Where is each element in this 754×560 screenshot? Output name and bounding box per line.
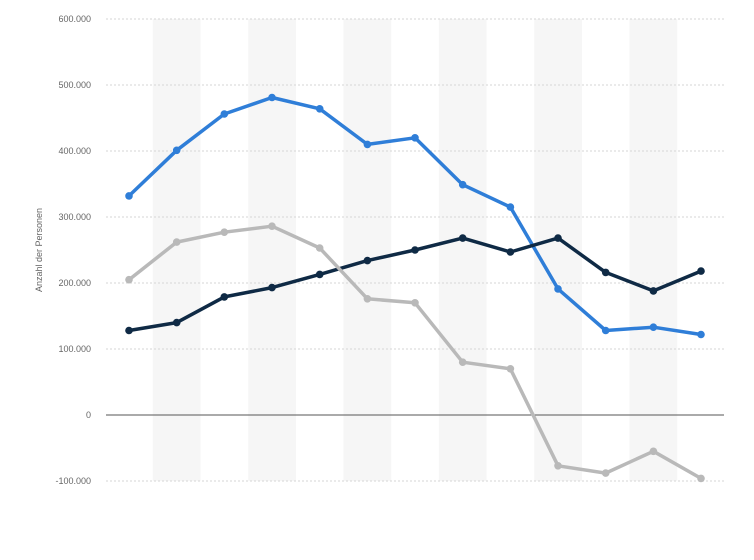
data-point[interactable] — [315, 105, 324, 113]
data-point[interactable] — [268, 222, 276, 230]
data-point[interactable] — [601, 469, 610, 477]
data-point[interactable] — [363, 256, 372, 265]
data-point[interactable] — [458, 234, 467, 242]
data-point[interactable] — [697, 330, 705, 339]
data-point[interactable] — [411, 299, 419, 307]
series-line — [127, 224, 703, 481]
background-band — [152, 19, 201, 481]
data-point[interactable] — [411, 134, 419, 142]
y-axis-title: Anzahl der Personen — [34, 208, 44, 292]
background-band — [629, 19, 678, 481]
data-point[interactable] — [172, 318, 181, 327]
y-tick-label: 200.000 — [58, 278, 91, 288]
data-point[interactable] — [125, 326, 133, 335]
data-point[interactable] — [649, 287, 658, 295]
background-band — [343, 19, 392, 481]
data-point[interactable] — [220, 110, 229, 118]
data-point[interactable] — [268, 283, 276, 292]
data-point[interactable] — [458, 180, 467, 189]
background-bands — [152, 19, 678, 481]
data-point[interactable] — [601, 268, 610, 277]
data-point[interactable] — [315, 270, 324, 279]
data-point[interactable] — [554, 462, 562, 470]
background-band — [438, 19, 487, 481]
data-point[interactable] — [315, 244, 324, 252]
data-point[interactable] — [268, 93, 276, 102]
y-tick-label: -100.000 — [55, 476, 91, 486]
data-point[interactable] — [554, 234, 562, 242]
data-point[interactable] — [411, 246, 419, 254]
series-points — [125, 93, 705, 483]
y-tick-label: 0 — [86, 410, 91, 420]
background-band — [248, 19, 296, 481]
data-point[interactable] — [363, 295, 372, 303]
data-point[interactable] — [172, 146, 181, 155]
data-point[interactable] — [458, 358, 467, 367]
y-tick-label: 600.000 — [58, 14, 91, 24]
series-lines — [127, 95, 703, 481]
data-point[interactable] — [220, 228, 229, 236]
data-point[interactable] — [697, 474, 705, 483]
data-point[interactable] — [554, 285, 562, 293]
data-point[interactable] — [506, 248, 515, 256]
data-point[interactable] — [649, 447, 658, 456]
y-axis-tick-labels: -100.000 0 100.000 200.000 300.000 400.000 500… — [55, 14, 91, 486]
gridlines — [106, 18, 724, 482]
data-point[interactable] — [125, 275, 133, 284]
series-line — [127, 95, 703, 337]
y-tick-label: 400.000 — [58, 146, 91, 156]
y-tick-label: 300.000 — [58, 212, 91, 222]
data-point[interactable] — [363, 140, 372, 149]
data-point[interactable] — [125, 192, 133, 200]
data-point[interactable] — [697, 267, 705, 275]
data-point[interactable] — [220, 293, 229, 301]
data-point[interactable] — [506, 203, 515, 211]
y-tick-label: 500.000 — [58, 80, 91, 90]
data-point[interactable] — [506, 365, 515, 373]
data-point[interactable] — [172, 238, 181, 246]
data-point[interactable] — [601, 326, 610, 335]
y-tick-label: 100.000 — [58, 344, 91, 354]
data-point[interactable] — [649, 323, 658, 332]
